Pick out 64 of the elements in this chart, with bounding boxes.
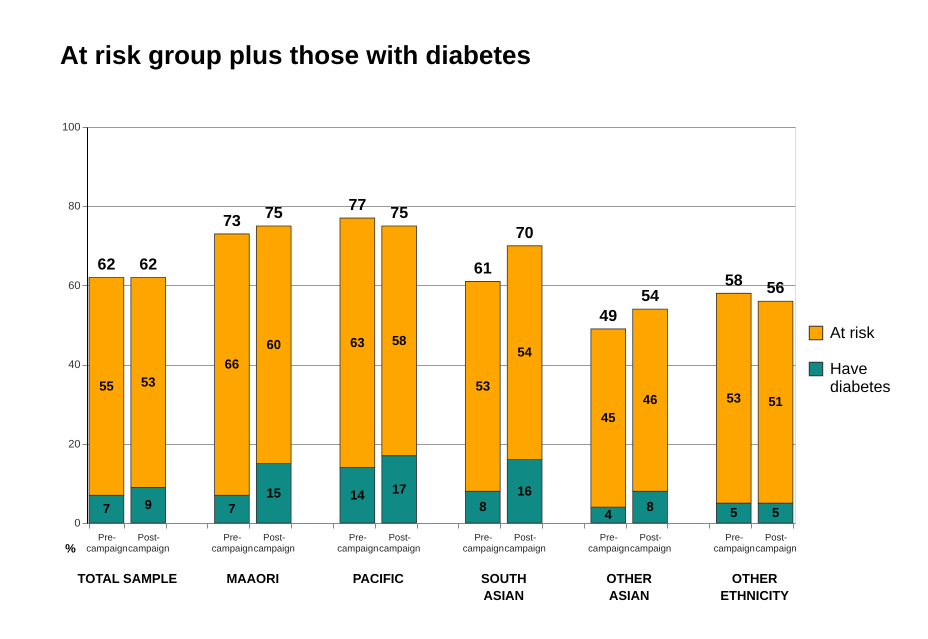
data-label: 15 xyxy=(266,485,281,500)
data-label: 63 xyxy=(350,334,365,350)
data-label: 51 xyxy=(768,394,783,410)
data-label: 55 xyxy=(99,378,114,394)
data-label: 8 xyxy=(646,499,654,514)
data-label: 5 xyxy=(730,505,738,520)
data-label: 16 xyxy=(517,483,532,498)
x-tick-label: Pre-campaign xyxy=(212,532,254,554)
data-label: 17 xyxy=(392,481,406,496)
x-tick-label: Post-campaign xyxy=(504,532,546,554)
text: MAAORI xyxy=(226,571,280,586)
data-label: 7 xyxy=(102,501,110,516)
data-label: 7 xyxy=(228,501,236,516)
chart-title: At risk group plus those with diabetes xyxy=(60,40,531,70)
total-label: 62 xyxy=(139,256,158,274)
y-tick-label: 100 xyxy=(62,122,80,134)
x-tick-label: Post-campaign xyxy=(755,532,797,554)
data-label: 9 xyxy=(144,497,152,512)
x-tick-label: Pre-campaign xyxy=(86,532,128,554)
total-label: 58 xyxy=(724,272,743,290)
data-label: 53 xyxy=(726,390,741,406)
x-tick-label: Post-campaign xyxy=(254,532,295,554)
x-tick-label: Pre-campaign xyxy=(337,532,378,554)
data-label: 54 xyxy=(517,344,533,360)
x-tick-label: Post-campaign xyxy=(630,532,672,554)
total-label: 61 xyxy=(474,260,492,278)
total-label: 62 xyxy=(98,256,116,274)
data-label: 53 xyxy=(476,378,490,394)
y-tick-label: 80 xyxy=(68,200,80,213)
legend-label: At risk xyxy=(830,325,876,342)
legend-label: Have diabetes xyxy=(830,361,890,396)
data-label: 8 xyxy=(479,499,486,514)
total-label: 75 xyxy=(390,205,408,222)
data-label: 46 xyxy=(642,392,658,408)
data-label: 60 xyxy=(266,336,281,352)
y-axis-title: % xyxy=(65,542,76,556)
total-label: 77 xyxy=(348,197,366,214)
text: OTHER ASIAN xyxy=(606,571,653,603)
x-tick-label: Pre-campaign xyxy=(462,532,504,554)
data-label: 58 xyxy=(392,332,406,348)
total-label: 56 xyxy=(766,280,785,298)
data-label: 5 xyxy=(772,505,780,520)
x-tick-label: Pre-campaign xyxy=(588,532,630,554)
data-label: 53 xyxy=(141,374,156,390)
data-label: 45 xyxy=(601,410,616,426)
total-label: 54 xyxy=(641,288,660,306)
y-tick-label: 0 xyxy=(74,518,80,530)
data-label: 14 xyxy=(350,487,366,502)
x-tick-label: Post-campaign xyxy=(379,532,420,554)
total-label: 70 xyxy=(516,224,534,242)
total-label: 49 xyxy=(599,308,618,325)
y-tick-label: 60 xyxy=(68,280,80,292)
text: SOUTH ASIAN xyxy=(480,571,526,603)
text: OTHER ETHNICITY xyxy=(720,571,790,603)
total-label: 73 xyxy=(223,212,241,230)
total-label: 75 xyxy=(264,205,283,222)
y-tick-label: 40 xyxy=(68,359,80,372)
text: PACIFIC xyxy=(352,571,404,586)
data-label: 4 xyxy=(604,507,613,522)
x-tick-label: Post-campaign xyxy=(128,532,170,554)
text: TOTAL SAMPLE xyxy=(78,571,178,586)
y-tick-label: 20 xyxy=(68,438,80,450)
data-label: 66 xyxy=(224,356,240,372)
x-tick-label: Pre-campaign xyxy=(714,532,755,554)
